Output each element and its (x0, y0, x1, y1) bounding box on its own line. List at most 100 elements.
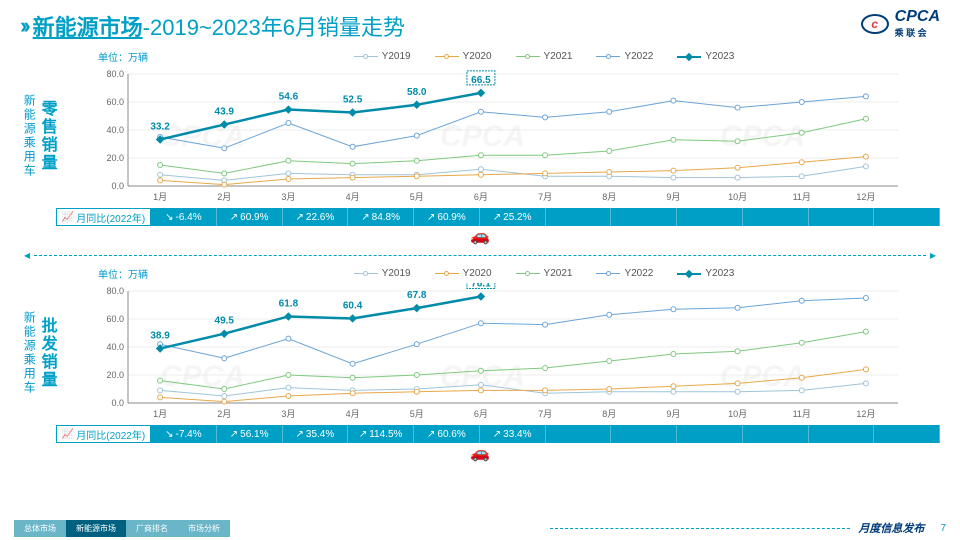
svg-text:7月: 7月 (538, 409, 552, 419)
legend-item: Y2021 (516, 266, 573, 281)
svg-text:52.5: 52.5 (343, 95, 363, 106)
logo-oval-icon: c (861, 14, 889, 34)
yoy-label-2: 📈 月同比(2022年) (56, 425, 151, 443)
footer-divider (550, 528, 850, 529)
yoy-cell (874, 208, 940, 226)
arrow-right-icon: ▸ (926, 248, 940, 262)
chart-block-retail: 单位：万辆 Y2019Y2020Y2021Y2022Y2023 新能源乘用车 零… (0, 49, 960, 244)
yoy-cell (677, 425, 743, 443)
title-main: 新能源市场 (33, 10, 143, 42)
svg-text:20.0: 20.0 (106, 153, 124, 163)
yoy-cell (611, 208, 677, 226)
svg-text:6月: 6月 (474, 409, 488, 419)
svg-text:40.0: 40.0 (106, 125, 124, 135)
svg-text:10月: 10月 (728, 409, 747, 419)
svg-text:40.0: 40.0 (106, 342, 124, 352)
svg-text:8月: 8月 (602, 192, 616, 202)
side-label-small-1: 新能源乘用车 (20, 66, 38, 206)
footer-tab[interactable]: 厂商排名 (126, 520, 178, 537)
arrow-left-icon: ◂ (20, 248, 34, 262)
svg-text:12月: 12月 (856, 409, 875, 419)
yoy-cells-1: ↘-6.4%↗60.9%↗22.6%↗84.8%↗60.9%↗25.2% (151, 208, 940, 226)
svg-text:43.9: 43.9 (215, 107, 235, 118)
svg-text:60.0: 60.0 (106, 97, 124, 107)
svg-text:3月: 3月 (281, 192, 295, 202)
side-label-big-1: 零售销量 (38, 66, 56, 206)
side-label-big-2: 批发销量 (38, 283, 56, 423)
line-chart-wholesale: 0.020.040.060.080.01月2月3月4月5月6月7月8月9月10月… (56, 283, 940, 423)
svg-text:4月: 4月 (346, 192, 360, 202)
legend-2: Y2019Y2020Y2021Y2022Y2023 (148, 266, 940, 281)
svg-text:9月: 9月 (666, 409, 680, 419)
legend-item: Y2019 (354, 49, 411, 64)
yoy-cell (677, 208, 743, 226)
yoy-cell: ↗84.8% (348, 208, 414, 226)
svg-text:54.6: 54.6 (279, 92, 299, 103)
svg-text:0.0: 0.0 (111, 398, 124, 408)
page-number: 7 (940, 523, 946, 534)
yoy-cell: ↗35.4% (283, 425, 349, 443)
yoy-cell (809, 208, 875, 226)
svg-text:38.9: 38.9 (150, 331, 170, 342)
logo-sub: 乘 联 会 (895, 26, 940, 39)
svg-text:49.5: 49.5 (215, 316, 235, 327)
yoy-cell: ↗60.6% (414, 425, 480, 443)
svg-text:80.0: 80.0 (106, 69, 124, 79)
svg-text:60.0: 60.0 (106, 314, 124, 324)
svg-text:10月: 10月 (728, 192, 747, 202)
yoy-label-1: 📈 月同比(2022年) (56, 208, 151, 226)
yoy-cell (743, 208, 809, 226)
yoy-cell: ↗56.1% (217, 425, 283, 443)
svg-text:11月: 11月 (793, 409, 811, 419)
svg-text:61.8: 61.8 (279, 298, 299, 309)
svg-text:80.0: 80.0 (106, 286, 124, 296)
svg-text:5月: 5月 (410, 192, 424, 202)
yoy-cell: ↗114.5% (348, 425, 414, 443)
unit-label-1: 单位：万辆 (98, 49, 148, 64)
svg-text:1月: 1月 (153, 192, 167, 202)
legend-item: Y2021 (516, 49, 573, 64)
yoy-cell: ↗25.2% (480, 208, 546, 226)
svg-text:20.0: 20.0 (106, 370, 124, 380)
line-chart-retail: 0.020.040.060.080.01月2月3月4月5月6月7月8月9月10月… (56, 66, 940, 206)
yoy-cell: ↗60.9% (217, 208, 283, 226)
svg-text:1月: 1月 (153, 409, 167, 419)
svg-text:67.8: 67.8 (407, 290, 427, 301)
legend-item: Y2020 (435, 49, 492, 64)
yoy-cell (546, 425, 612, 443)
side-label-small-2: 新能源乘用车 (20, 283, 38, 423)
svg-text:2月: 2月 (217, 409, 231, 419)
footer-tab[interactable]: 市场分析 (178, 520, 230, 537)
yoy-cells-2: ↘-7.4%↗56.1%↗35.4%↗114.5%↗60.6%↗33.4% (151, 425, 940, 443)
svg-text:60.4: 60.4 (343, 300, 363, 311)
footer-text: 月度信息发布 (858, 520, 924, 536)
car-icon: 🚗 (470, 443, 490, 463)
svg-text:76.1: 76.1 (471, 283, 491, 289)
unit-label-2: 单位：万辆 (98, 266, 148, 281)
legend-item: Y2022 (596, 266, 653, 281)
legend-1: Y2019Y2020Y2021Y2022Y2023 (148, 49, 940, 64)
divider: ◂ ▸ (20, 248, 940, 262)
svg-text:0.0: 0.0 (111, 181, 124, 191)
svg-text:4月: 4月 (346, 409, 360, 419)
footer: 总体市场新能源市场厂商排名市场分析 月度信息发布 7 (0, 516, 960, 540)
yoy-cell (809, 425, 875, 443)
footer-tab[interactable]: 新能源市场 (66, 520, 126, 537)
header: ›› 新能源市场 -2019~2023年6月销量走势 (0, 0, 960, 47)
yoy-cell: ↘-6.4% (151, 208, 217, 226)
legend-item: Y2023 (677, 49, 734, 64)
car-icon: 🚗 (470, 226, 490, 246)
svg-text:66.5: 66.5 (471, 75, 491, 86)
svg-text:33.2: 33.2 (150, 122, 170, 133)
svg-text:5月: 5月 (410, 409, 424, 419)
svg-text:8月: 8月 (602, 409, 616, 419)
svg-text:2月: 2月 (217, 192, 231, 202)
footer-tab[interactable]: 总体市场 (14, 520, 66, 537)
footer-tabs: 总体市场新能源市场厂商排名市场分析 (14, 520, 230, 537)
logo: c CPCA 乘 联 会 (861, 8, 940, 39)
svg-text:11月: 11月 (793, 192, 811, 202)
svg-text:7月: 7月 (538, 192, 552, 202)
yoy-cell: ↗22.6% (283, 208, 349, 226)
yoy-cell (874, 425, 940, 443)
svg-text:12月: 12月 (856, 192, 875, 202)
